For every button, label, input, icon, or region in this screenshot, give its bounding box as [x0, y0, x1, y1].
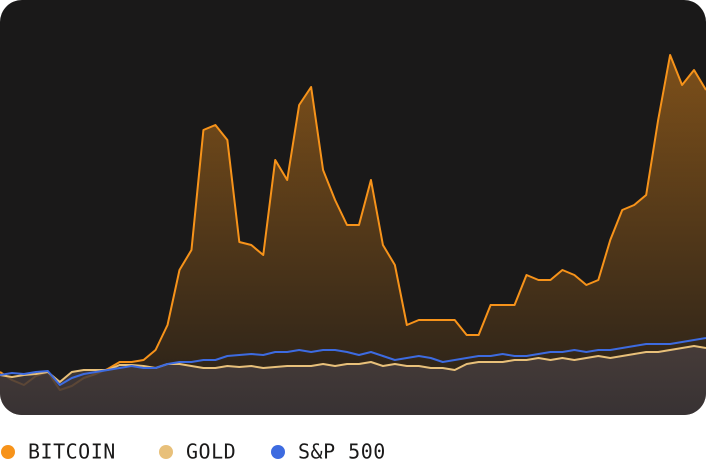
legend-label: BITCOIN	[28, 440, 116, 464]
series-line	[0, 337, 706, 386]
series-area	[0, 346, 706, 415]
legend-label: S&P 500	[298, 440, 386, 464]
series-line	[0, 54, 706, 391]
legend-marker	[159, 445, 173, 459]
legend: BITCOIN GOLD S&P 500	[1, 440, 386, 464]
legend-marker	[271, 445, 285, 459]
legend-marker	[1, 445, 15, 459]
legend-label: GOLD	[186, 440, 236, 464]
series-line	[0, 345, 706, 383]
series-area	[0, 55, 706, 415]
plot-area	[0, 54, 706, 415]
